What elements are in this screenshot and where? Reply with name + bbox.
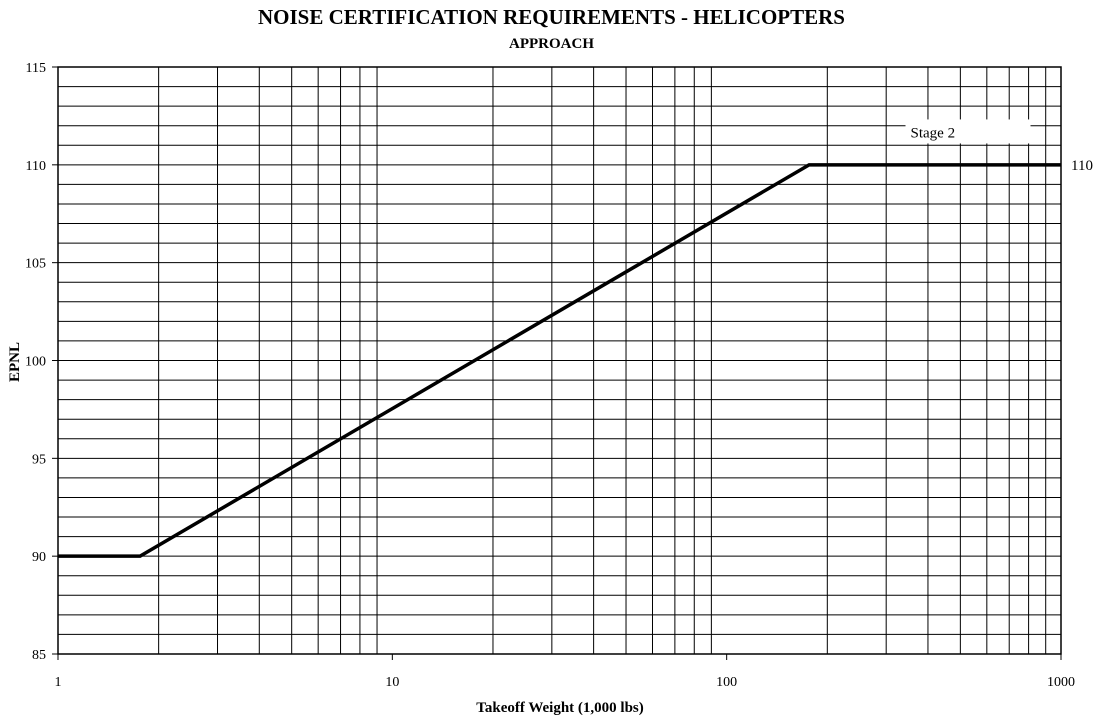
y-tick-label: 110 xyxy=(26,159,46,174)
x-tick-label: 10 xyxy=(385,675,399,690)
x-axis-label: Takeoff Weight (1,000 lbs) xyxy=(476,700,644,716)
stage-2-label-background xyxy=(905,119,1031,144)
right-value-label: 110 xyxy=(1071,158,1093,174)
minor-gridlines xyxy=(58,66,1061,655)
x-tick-label: 1000 xyxy=(1047,675,1075,690)
stage-2-label: Stage 2 xyxy=(911,125,956,141)
x-tick-label: 1 xyxy=(55,675,62,690)
chart-subtitle: APPROACH xyxy=(509,36,594,52)
series-group xyxy=(58,163,1061,558)
x-tick-label: 100 xyxy=(716,675,737,690)
y-tick-label: 85 xyxy=(32,648,46,663)
major-gridlines xyxy=(52,66,1062,660)
y-tick-label: 105 xyxy=(25,257,46,272)
y-tick-label: 90 xyxy=(32,550,46,565)
chart-title: NOISE CERTIFICATION REQUIREMENTS - HELIC… xyxy=(258,5,845,29)
y-axis-label: EPNL xyxy=(7,342,23,382)
y-tick-label: 95 xyxy=(32,452,46,467)
y-tick-label: 100 xyxy=(25,355,46,370)
stage-2-limit-line xyxy=(58,163,1061,558)
y-tick-label: 115 xyxy=(26,61,46,76)
stage-2-label-box xyxy=(905,119,1031,144)
